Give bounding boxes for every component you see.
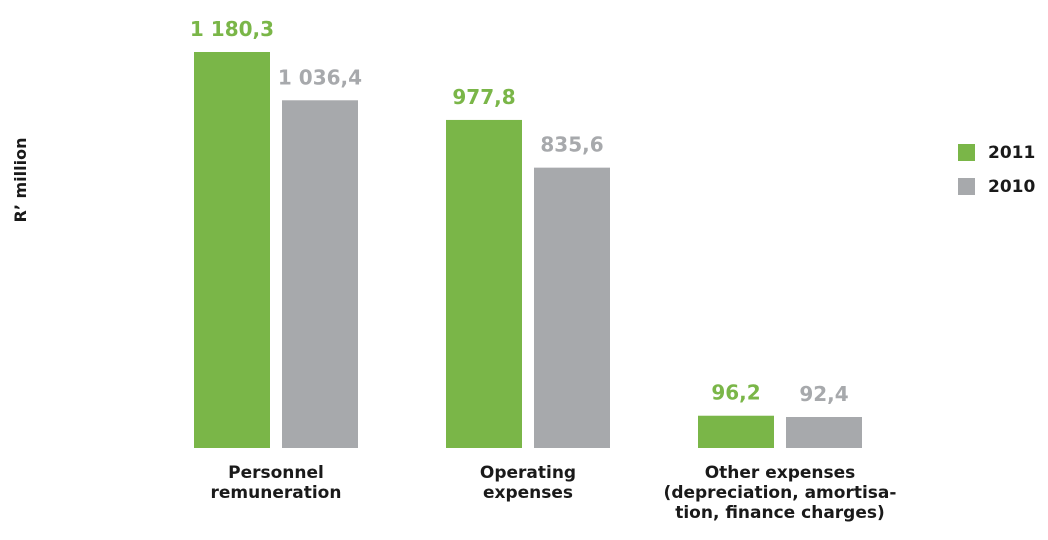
category-label-0: Personnel remuneration <box>211 463 342 503</box>
legend-label-2010: 2010 <box>988 177 1035 197</box>
bar-2011-1 <box>446 119 522 448</box>
legend-swatch-2011 <box>958 144 975 161</box>
value-labels-group: 1 180,31 036,4 977,8 835,6 96,2 92,4 <box>190 17 849 406</box>
category-labels-group: Personnel remuneration Operating expenses Ot… <box>211 463 897 523</box>
value-label-2010-0: 1 036,4 <box>278 65 362 89</box>
value-label-2011-0: 1 180,3 <box>190 17 274 41</box>
legend-label-2011: 2011 <box>988 143 1035 163</box>
value-label-2011-1: 977,8 <box>452 85 515 109</box>
y-axis-label: R’ million <box>11 138 30 223</box>
category-label-1: Operating expenses <box>480 463 576 503</box>
legend: 2011 2010 <box>958 143 1035 197</box>
bar-2010-1 <box>534 167 610 448</box>
value-label-2010-2: 92,4 <box>799 382 848 406</box>
legend-swatch-2010 <box>958 178 975 195</box>
bar-2011-2 <box>698 415 774 448</box>
category-label-2: Other expenses (depreciation, amortisa-ti… <box>664 463 897 523</box>
bar-2010-2 <box>786 416 862 448</box>
value-label-2011-2: 96,2 <box>711 381 760 405</box>
bar-2011-0 <box>194 52 270 448</box>
bars-group <box>194 52 862 448</box>
value-label-2010-1: 835,6 <box>540 133 603 157</box>
bar-2010-0 <box>282 100 358 448</box>
